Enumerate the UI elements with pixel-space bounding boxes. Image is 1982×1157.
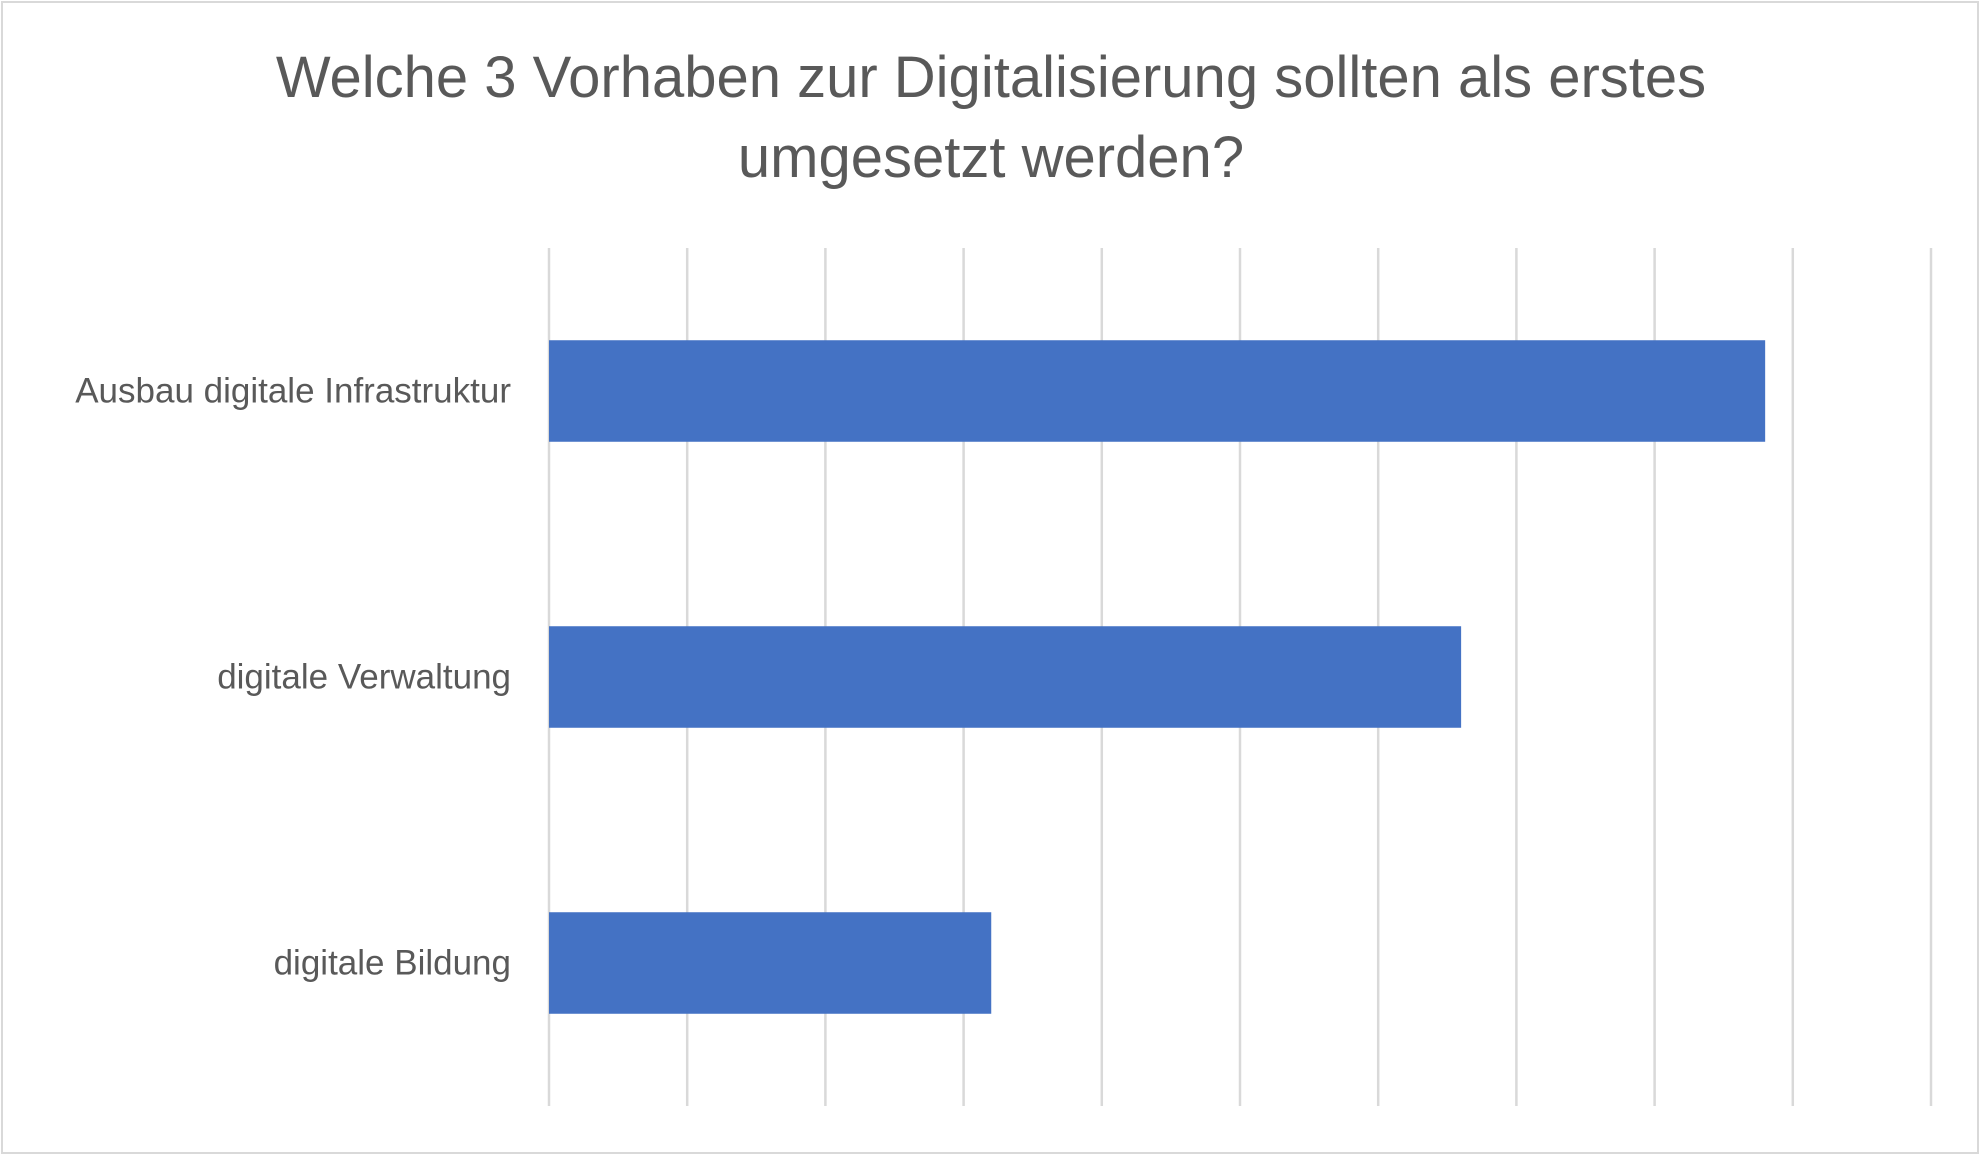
category-label-0: Ausbau digitale Infrastruktur	[75, 372, 511, 411]
chart-title: Welche 3 Vorhaben zur Digitalisierung so…	[0, 38, 1982, 198]
category-label-2: digitale Bildung	[274, 944, 511, 983]
chart-title-line-1: Welche 3 Vorhaben zur Digitalisierung so…	[275, 45, 1707, 110]
bar-0	[549, 340, 1766, 442]
bar-1	[549, 626, 1462, 728]
chart-title-line-2: umgesetzt werden?	[737, 125, 1245, 190]
bars	[549, 340, 1766, 1014]
category-labels: Ausbau digitale Infrastruktur digitale Ve…	[75, 372, 511, 983]
category-label-1: digitale Verwaltung	[217, 658, 511, 697]
bar-2	[549, 912, 992, 1014]
